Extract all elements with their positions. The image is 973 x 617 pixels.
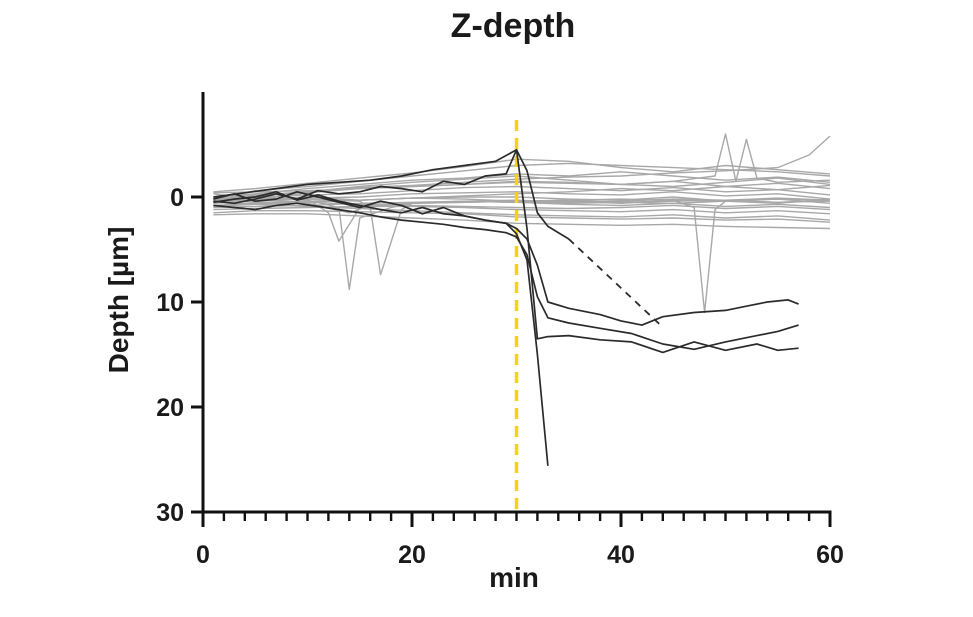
background-track-10	[213, 213, 831, 230]
chart-title: Z-depth	[451, 7, 576, 45]
background-track-2	[213, 171, 831, 198]
ticks: 0 20 40 60 0 10 20 30	[156, 184, 844, 569]
highlight-track-4	[213, 202, 799, 351]
highlight-tracks	[213, 148, 799, 466]
x-tick-label: 40	[607, 541, 635, 569]
background-track-19	[213, 196, 831, 314]
highlight-track-1	[213, 190, 549, 466]
highlight-track-5	[213, 148, 570, 240]
highlight-track-3	[213, 190, 799, 326]
background-track-8	[213, 205, 831, 215]
x-axis-label: min	[489, 562, 539, 593]
y-tick-label: 0	[170, 184, 184, 212]
x-tick-label: 0	[196, 541, 210, 569]
y-tick-label: 30	[156, 499, 184, 527]
x-tick-label: 60	[816, 541, 844, 569]
y-tick-label: 10	[156, 289, 184, 317]
y-tick-label: 20	[156, 394, 184, 422]
background-track-18	[213, 198, 831, 242]
dashed-connector	[568, 238, 664, 328]
x-tick-label: 20	[398, 541, 426, 569]
y-axis-label: Depth [µm]	[103, 227, 134, 374]
